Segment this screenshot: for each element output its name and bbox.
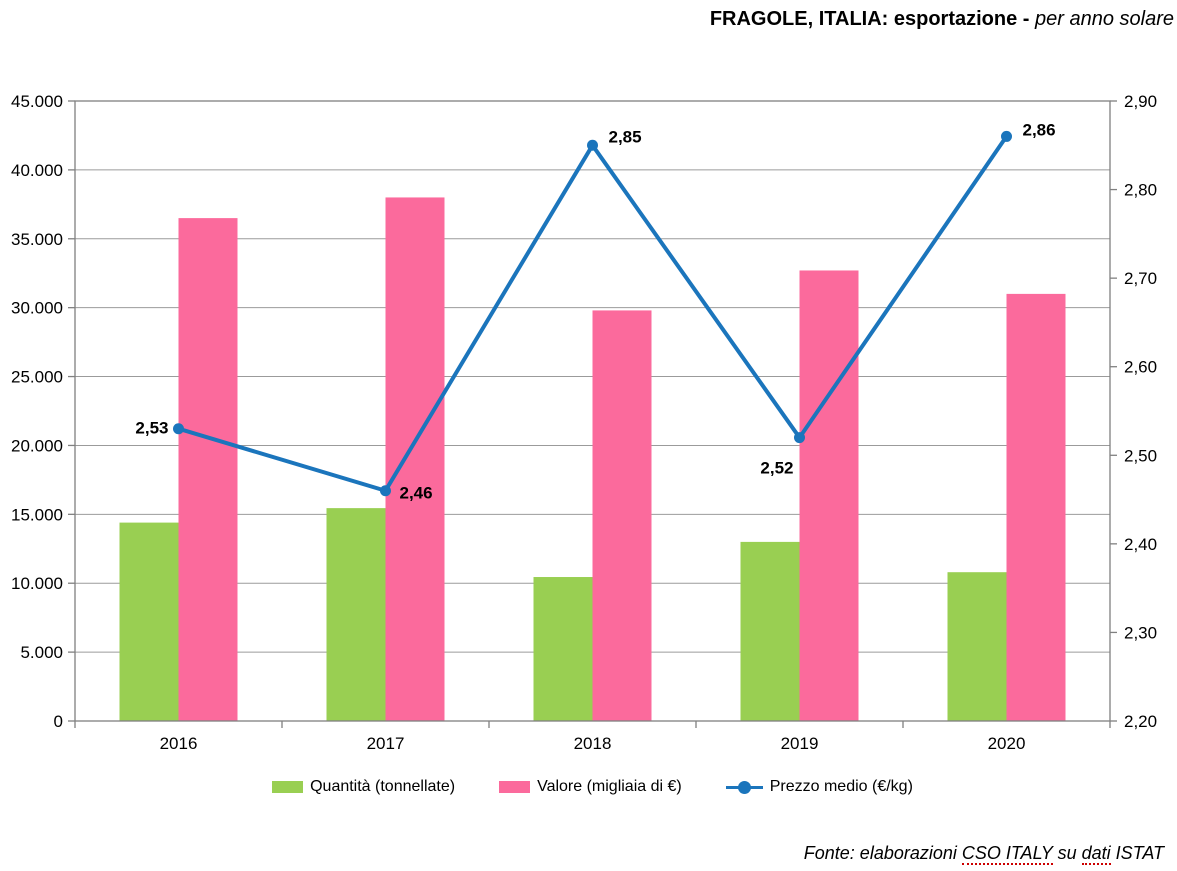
bar-quantity-2018 xyxy=(533,577,593,721)
left-axis-label: 35.000 xyxy=(11,230,63,249)
source-mid: su xyxy=(1052,843,1082,863)
bar-value-2020 xyxy=(1006,293,1066,721)
left-axis-label: 0 xyxy=(54,712,63,731)
price-point-2017 xyxy=(380,485,391,497)
left-axis-label: 20.000 xyxy=(11,436,63,455)
x-axis-label-2017: 2017 xyxy=(367,734,405,753)
left-axis-label: 15.000 xyxy=(11,505,63,524)
left-axis-label: 30.000 xyxy=(11,299,63,318)
right-axis-label: 2,30 xyxy=(1124,623,1157,642)
legend-label-quantity: Quantità (tonnellate) xyxy=(310,778,456,795)
right-axis-label: 2,70 xyxy=(1124,269,1157,288)
x-axis-label-2019: 2019 xyxy=(781,734,819,753)
bar-quantity-2016 xyxy=(119,522,179,721)
price-point-2018 xyxy=(587,139,598,151)
price-label-2017: 2,46 xyxy=(400,484,433,503)
price-point-2016 xyxy=(173,423,184,435)
page-title-sub: per anno solare xyxy=(1035,8,1174,30)
price-label-2020: 2,86 xyxy=(1023,120,1056,139)
price-dot-icon xyxy=(737,780,751,794)
x-axis-label-2020: 2020 xyxy=(988,734,1026,753)
left-axis-label: 25.000 xyxy=(11,368,63,387)
bar-value-2018 xyxy=(592,310,652,721)
x-axis-label-2018: 2018 xyxy=(574,734,612,753)
legend-item-quantity: Quantità (tonnellate) xyxy=(272,778,455,796)
source-note: Fonte: elaborazioni CSO ITALY su dati IS… xyxy=(803,843,1164,865)
right-axis-label: 2,40 xyxy=(1124,535,1157,554)
bar-value-2017 xyxy=(385,197,445,721)
bar-value-2016 xyxy=(178,218,238,721)
bar-quantity-2017 xyxy=(326,508,386,721)
left-axis-label: 5.000 xyxy=(20,643,63,662)
price-point-2019 xyxy=(794,432,805,444)
legend-label-price: Prezzo medio (€/kg) xyxy=(769,778,913,795)
price-line-marker-icon xyxy=(725,780,763,794)
x-axis-label-2016: 2016 xyxy=(160,734,198,753)
legend-item-price: Prezzo medio (€/kg) xyxy=(725,778,913,796)
plot-border xyxy=(74,100,1111,722)
source-org: CSO ITALY xyxy=(961,843,1053,865)
right-axis-label: 2,20 xyxy=(1124,712,1157,731)
price-point-2020 xyxy=(1001,130,1012,142)
price-label-2019: 2,52 xyxy=(760,459,793,478)
legend: Quantità (tonnellate) Valore (migliaia d… xyxy=(75,773,1110,801)
price-label-2016: 2,53 xyxy=(135,419,168,438)
price-label-2018: 2,85 xyxy=(609,127,642,146)
right-axis-label: 2,60 xyxy=(1124,358,1157,377)
page-title-main: FRAGOLE, ITALIA: esportazione - xyxy=(709,8,1036,30)
right-axis-label: 2,80 xyxy=(1124,181,1157,200)
quantity-swatch-icon xyxy=(272,781,304,793)
value-swatch-icon xyxy=(499,781,531,793)
left-axis-label: 10.000 xyxy=(11,574,63,593)
page-title: FRAGOLE, ITALIA: esportazione - per anno… xyxy=(710,8,1174,31)
left-axis-label: 45.000 xyxy=(11,92,63,111)
legend-label-value: Valore (migliaia di €) xyxy=(537,778,682,795)
source-suffix: ISTAT xyxy=(1110,843,1164,863)
left-axis-label: 40.000 xyxy=(11,161,63,180)
bar-quantity-2019 xyxy=(740,541,800,721)
bar-quantity-2020 xyxy=(947,572,1007,721)
bar-value-2019 xyxy=(799,270,859,721)
right-axis-label: 2,50 xyxy=(1124,446,1157,465)
source-word: dati xyxy=(1081,843,1111,865)
legend-item-value: Valore (migliaia di €) xyxy=(499,778,682,796)
source-prefix: Fonte: elaborazioni xyxy=(803,843,962,863)
right-axis-label: 2,90 xyxy=(1124,92,1157,111)
